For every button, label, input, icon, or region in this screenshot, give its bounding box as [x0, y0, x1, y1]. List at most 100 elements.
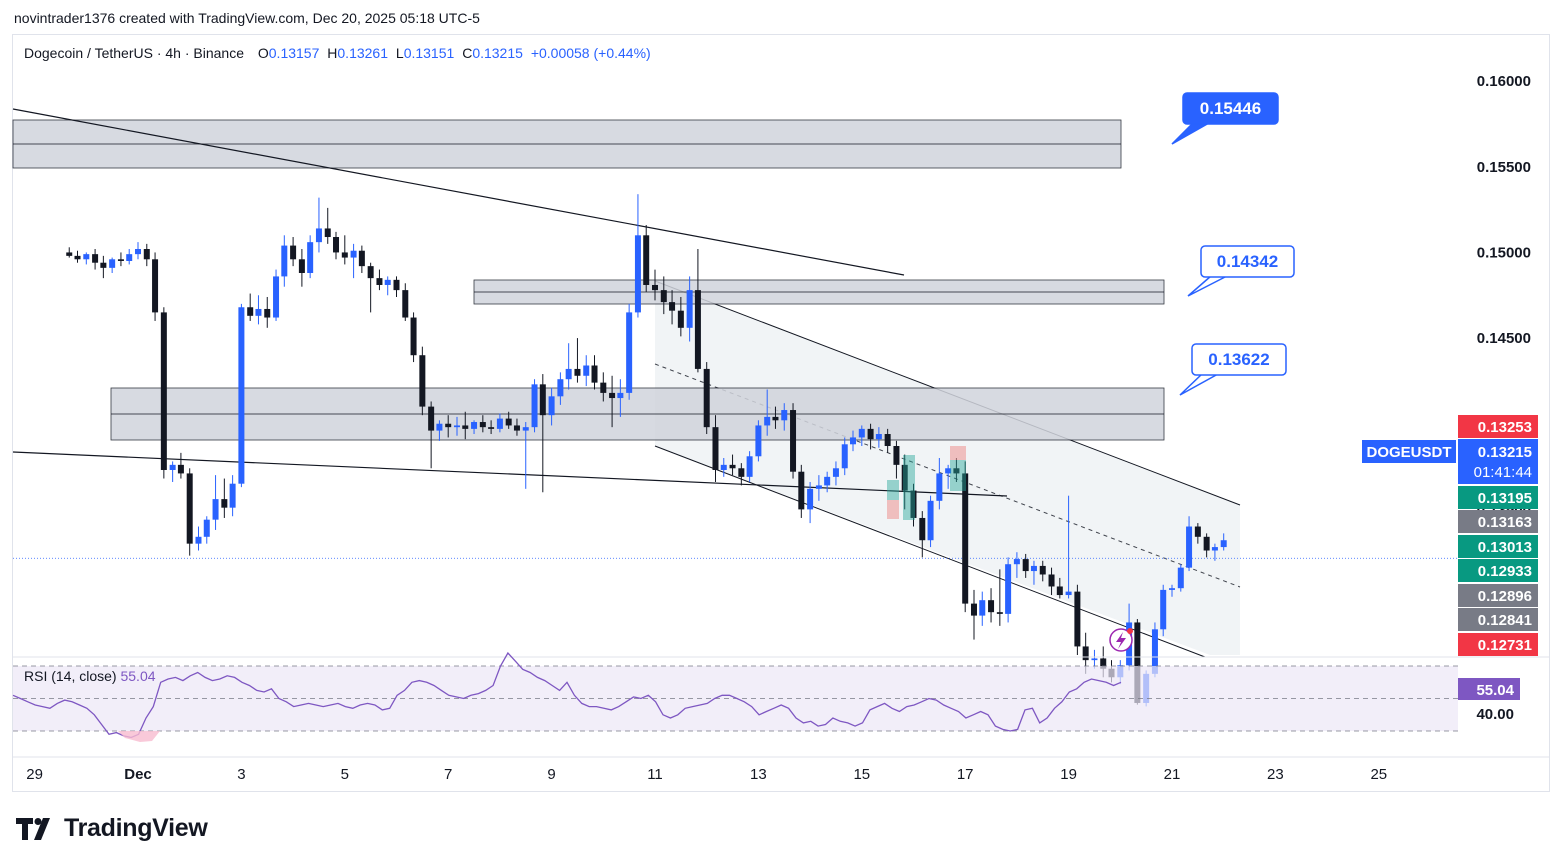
candle-body[interactable] [290, 245, 297, 260]
candle-body[interactable] [333, 237, 340, 253]
candle-body[interactable] [539, 384, 546, 416]
candle-body[interactable] [669, 302, 676, 311]
candle-body[interactable] [229, 483, 236, 508]
candle-body[interactable] [781, 410, 788, 421]
candle-body[interactable] [428, 406, 435, 431]
candle-body[interactable] [1160, 589, 1167, 630]
candle-body[interactable] [643, 235, 650, 285]
candle-body[interactable] [177, 464, 184, 474]
candle-body[interactable] [979, 600, 986, 616]
candle-body[interactable] [1211, 547, 1218, 551]
candle-body[interactable] [755, 425, 762, 457]
candle-body[interactable] [324, 228, 331, 238]
candle-body[interactable] [83, 254, 90, 260]
candle-body[interactable] [393, 279, 400, 291]
candle-body[interactable] [1169, 588, 1175, 590]
candle-body[interactable] [600, 382, 607, 393]
lower-trendline[interactable] [12, 451, 1008, 497]
candle-body[interactable] [522, 427, 529, 431]
candle-body[interactable] [1056, 586, 1063, 596]
candle-body[interactable] [531, 384, 538, 428]
candle-body[interactable] [1082, 646, 1089, 661]
candle-body[interactable] [841, 444, 848, 469]
candle-body[interactable] [1039, 565, 1046, 575]
candle-body[interactable] [358, 250, 365, 267]
rsi-line[interactable] [12, 651, 1122, 739]
candle-body[interactable] [66, 252, 73, 256]
candle-body[interactable] [660, 290, 667, 303]
candle-body[interactable] [893, 446, 900, 465]
candle-body[interactable] [988, 600, 995, 613]
candle-body[interactable] [1048, 574, 1055, 587]
candle-body[interactable] [927, 500, 934, 541]
candle-body[interactable] [945, 468, 952, 474]
candle-body[interactable] [264, 308, 271, 318]
candle-body[interactable] [1220, 540, 1227, 548]
channel-lower-line[interactable] [654, 445, 1206, 658]
candle-body[interactable] [479, 422, 486, 428]
candle-body[interactable] [143, 249, 150, 260]
candle-body[interactable] [1013, 559, 1020, 565]
candle-body[interactable] [410, 317, 417, 356]
candle-body[interactable] [186, 473, 193, 544]
target-callout[interactable] [1182, 92, 1279, 125]
candle-body[interactable] [798, 471, 805, 510]
candle-body[interactable] [1100, 658, 1107, 669]
candle-body[interactable] [117, 259, 124, 261]
candle-body[interactable] [652, 284, 658, 291]
candle-body[interactable] [703, 368, 710, 428]
candle-body[interactable] [419, 355, 426, 407]
candle-body[interactable] [100, 262, 107, 268]
candle-body[interactable] [609, 392, 616, 399]
target-callout[interactable] [1200, 245, 1295, 278]
candle-body[interactable] [453, 425, 460, 428]
candle-body[interactable] [815, 485, 822, 489]
candle-body[interactable] [634, 235, 641, 313]
candle-body[interactable] [583, 365, 590, 376]
candle-body[interactable] [195, 536, 202, 544]
candle-body[interactable] [169, 464, 176, 470]
candle-body[interactable] [1022, 559, 1029, 572]
target-callout[interactable] [1191, 343, 1287, 376]
candle-body[interactable] [376, 278, 383, 285]
candle-body[interactable] [936, 473, 943, 501]
candle-body[interactable] [996, 612, 1003, 614]
candle-body[interactable] [565, 368, 572, 380]
candle-body[interactable] [367, 266, 374, 279]
candle-body[interactable] [746, 456, 753, 477]
candle-body[interactable] [858, 428, 865, 438]
candle-body[interactable] [298, 259, 305, 273]
candle-body[interactable] [772, 416, 779, 421]
candle-body[interactable] [729, 464, 736, 469]
candle-body[interactable] [1194, 526, 1201, 537]
candle-body[interactable] [384, 279, 391, 285]
candle-body[interactable] [738, 468, 745, 477]
candle-body[interactable] [910, 490, 917, 518]
candle-body[interactable] [953, 468, 960, 474]
candle-body[interactable] [203, 519, 210, 537]
candle-body[interactable] [824, 476, 831, 486]
candle-body[interactable] [471, 422, 478, 429]
candle-body[interactable] [1005, 564, 1012, 614]
descending-trendline[interactable] [12, 108, 905, 276]
symbol-badge[interactable] [1362, 440, 1456, 463]
candle-body[interactable] [901, 464, 908, 491]
candle-body[interactable] [712, 427, 719, 470]
candle-body[interactable] [350, 250, 357, 258]
candle-body[interactable] [1177, 567, 1184, 589]
candle-body[interactable] [436, 423, 443, 431]
candle-body[interactable] [720, 464, 727, 470]
candle-body[interactable] [1134, 622, 1141, 703]
candle-body[interactable] [307, 242, 314, 273]
candle-body[interactable] [247, 307, 254, 316]
candle-body[interactable] [1186, 526, 1193, 568]
candle-body[interactable] [1074, 591, 1081, 647]
candle-body[interactable] [1203, 536, 1210, 551]
candle-body[interactable] [126, 254, 133, 261]
candle-body[interactable] [626, 312, 633, 393]
candle-body[interactable] [875, 434, 882, 440]
candle-body[interactable] [694, 290, 701, 369]
candle-body[interactable] [445, 423, 452, 428]
tradingview-logo[interactable]: TradingView [16, 814, 208, 843]
